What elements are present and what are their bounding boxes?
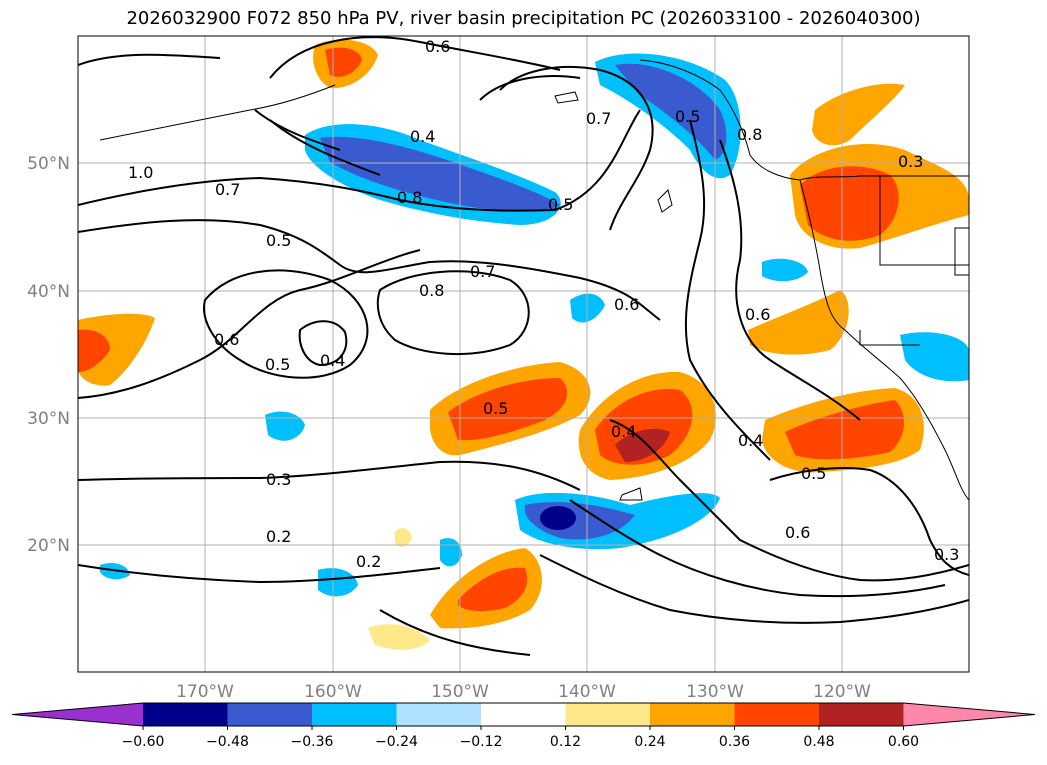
contour-label: 0.3 xyxy=(898,152,923,171)
colorbar-tick-label: −0.12 xyxy=(460,734,503,750)
colorbar-segment xyxy=(143,703,228,726)
contour-label: 1.0 xyxy=(128,163,153,182)
pos-region-alaska-core xyxy=(325,47,362,77)
contour-label: 0.7 xyxy=(586,109,611,128)
colorbar-tick-label: 0.12 xyxy=(550,734,581,750)
contour-label: 0.3 xyxy=(934,545,959,564)
contour-label: 0.6 xyxy=(745,305,770,324)
neg-region-hawaii-2 xyxy=(318,568,358,597)
contour-label: 0.2 xyxy=(266,527,291,546)
colorbar: −0.60 −0.48 −0.36 −0.24 −0.12 0.12 0.24 0.36 0.4… xyxy=(11,702,1036,750)
colorbar-tick-label: −0.24 xyxy=(375,734,418,750)
contour-label: 0.4 xyxy=(738,431,763,450)
longitude-label: 150°W xyxy=(431,682,489,702)
pos-region-calif xyxy=(748,290,849,355)
longitude-label: 140°W xyxy=(558,682,616,702)
contour-label: 0.6 xyxy=(614,295,639,314)
contour-label: 0.7 xyxy=(470,262,495,281)
pos-region-small-1 xyxy=(368,624,430,650)
longitude-label: 160°W xyxy=(304,682,362,702)
contour-label: 0.5 xyxy=(675,107,700,126)
contour-label: 0.8 xyxy=(397,188,422,207)
contour-label: 0.4 xyxy=(410,127,435,146)
contour-label: 0.7 xyxy=(215,180,240,199)
contour-label: 0.5 xyxy=(483,399,508,418)
latitude-labels: 50°N 40°N 30°N 20°N xyxy=(27,154,70,556)
pos-region-west xyxy=(78,313,155,386)
colorbar-extend-low xyxy=(12,703,143,726)
colorbar-segment xyxy=(227,703,313,726)
contour-label: 0.6 xyxy=(425,37,450,56)
pos-region-small-2 xyxy=(395,528,412,547)
contour-labels: 0.6 0.4 0.7 0.8 0.5 1.0 0.7 0.5 0.7 0.8 … xyxy=(128,37,959,571)
colorbar-extend-high xyxy=(903,703,1035,726)
latitude-label: 20°N xyxy=(27,536,70,556)
colorbar-tick-label: 0.48 xyxy=(803,734,834,750)
latitude-label: 50°N xyxy=(27,154,70,174)
pos-region-central-2-peak xyxy=(615,428,670,462)
colorbar-segment xyxy=(481,703,566,726)
neg-region-east-1 xyxy=(762,258,808,282)
colorbar-segment xyxy=(734,703,820,726)
colorbar-tick-label: −0.48 xyxy=(206,734,249,750)
colorbar-tick-label: −0.36 xyxy=(291,734,334,750)
longitude-labels: 170°W 160°W 150°W 140°W 130°W 120°W xyxy=(176,682,871,702)
colorbar-tick-label: 0.24 xyxy=(634,734,665,750)
latitude-label: 30°N xyxy=(27,409,70,429)
colorbar-tick-label: 0.36 xyxy=(719,734,750,750)
pv-contours xyxy=(78,36,969,656)
contour-label: 0.6 xyxy=(785,523,810,542)
colorbar-segment xyxy=(312,703,397,726)
longitude-label: 130°W xyxy=(686,682,744,702)
colorbar-segment xyxy=(396,703,482,726)
contour-label: 0.5 xyxy=(266,231,291,250)
longitude-label: 170°W xyxy=(176,682,234,702)
colorbar-segment xyxy=(650,703,735,726)
colorbar-segment xyxy=(565,703,651,726)
contour-label: 0.6 xyxy=(214,330,239,349)
contour-label: 0.8 xyxy=(737,125,762,144)
pos-region-baja-core xyxy=(785,400,905,460)
pos-region-bc xyxy=(812,83,905,146)
neg-region-gulf-alaska-core xyxy=(615,63,727,160)
latitude-label: 40°N xyxy=(27,282,70,302)
colorbar-segment xyxy=(819,703,904,726)
contour-label: 0.4 xyxy=(611,422,636,441)
pos-region-south-core xyxy=(458,567,528,612)
neg-region-north-pacific-core xyxy=(320,136,560,212)
neg-region-hawaii-1 xyxy=(265,411,305,441)
contour-label: 0.3 xyxy=(266,470,291,489)
figure-title: 2026032900 F072 850 hPa PV, river basin … xyxy=(126,8,921,29)
contour-label: 0.5 xyxy=(265,355,290,374)
contour-label: 0.5 xyxy=(548,195,573,214)
longitude-label: 120°W xyxy=(813,682,871,702)
pos-region-west-core xyxy=(78,329,110,372)
neg-region-subtropic-peak xyxy=(540,506,576,530)
contour-label: 0.5 xyxy=(801,464,826,483)
pos-region-central-1-core xyxy=(448,378,568,441)
contour-label: 0.4 xyxy=(320,351,345,370)
colorbar-tick-label: −0.60 xyxy=(122,734,165,750)
colorbar-tick-label: 0.60 xyxy=(888,734,919,750)
map-frame xyxy=(77,35,970,673)
coastlines xyxy=(99,59,969,501)
contour-label: 0.2 xyxy=(356,552,381,571)
pos-region-nw-us-core xyxy=(800,166,899,241)
contour-label: 0.8 xyxy=(419,281,444,300)
